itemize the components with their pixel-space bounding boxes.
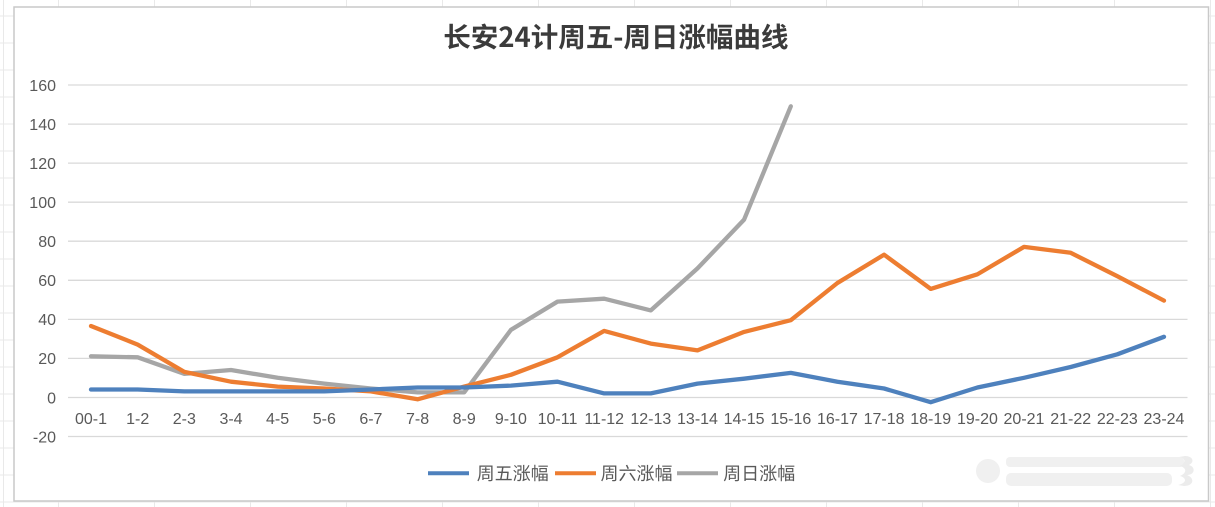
svg-text:12-13: 12-13 <box>630 411 671 428</box>
svg-text:0: 0 <box>47 390 56 407</box>
svg-text:5-6: 5-6 <box>313 411 336 428</box>
svg-text:11-12: 11-12 <box>584 411 624 428</box>
svg-text:19-20: 19-20 <box>957 411 998 428</box>
svg-text:14-15: 14-15 <box>724 411 765 428</box>
svg-text:60: 60 <box>38 273 56 290</box>
svg-text:8-9: 8-9 <box>453 411 476 428</box>
svg-text:2-3: 2-3 <box>173 411 196 428</box>
svg-text:21-22: 21-22 <box>1050 411 1091 428</box>
svg-text:1-2: 1-2 <box>126 411 149 428</box>
svg-text:10-11: 10-11 <box>538 411 578 428</box>
svg-text:13-14: 13-14 <box>677 411 718 428</box>
svg-text:80: 80 <box>38 234 56 251</box>
svg-text:17-18: 17-18 <box>864 411 905 428</box>
svg-text:140: 140 <box>29 117 56 134</box>
svg-text:100: 100 <box>29 195 56 212</box>
svg-text:120: 120 <box>29 156 56 173</box>
svg-text:9-10: 9-10 <box>495 411 527 428</box>
svg-text:16-17: 16-17 <box>817 411 858 428</box>
svg-text:7-8: 7-8 <box>406 411 429 428</box>
svg-text:23-24: 23-24 <box>1144 411 1185 428</box>
svg-text:20-21: 20-21 <box>1004 411 1045 428</box>
svg-text:160: 160 <box>29 78 56 95</box>
svg-text:20: 20 <box>38 351 56 368</box>
svg-text:18-19: 18-19 <box>910 411 951 428</box>
svg-text:00-1: 00-1 <box>75 411 107 428</box>
svg-text:6-7: 6-7 <box>359 411 382 428</box>
svg-text:22-23: 22-23 <box>1097 411 1138 428</box>
svg-text:15-16: 15-16 <box>770 411 811 428</box>
svg-text:-20: -20 <box>33 429 56 446</box>
svg-text:4-5: 4-5 <box>266 411 289 428</box>
svg-text:40: 40 <box>38 312 56 329</box>
svg-text:3-4: 3-4 <box>219 411 242 428</box>
